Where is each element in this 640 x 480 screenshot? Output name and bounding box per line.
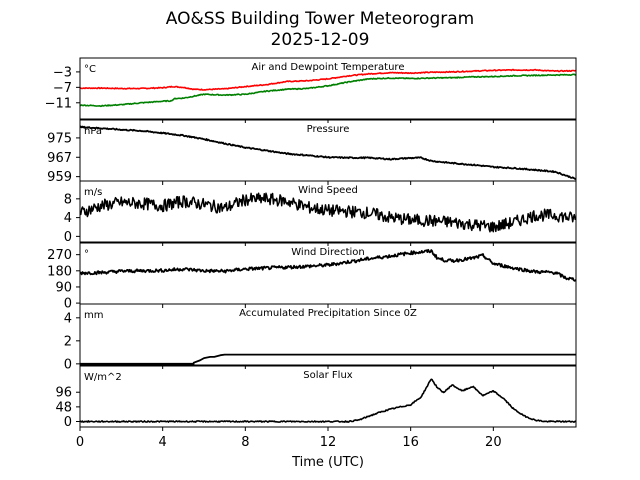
y-tick-label: 90 [55,280,72,295]
y-tick-label: 48 [55,400,72,415]
panels-layer: −3−7−11 °C Air and Dewpoint Temperature 975… [45,57,577,450]
y-tick-label: −11 [45,96,72,111]
y-tick-label: 270 [47,248,72,263]
y-tick-label: 2 [64,334,72,349]
x-tick-label: 0 [76,435,84,450]
x-tick-label: 12 [320,435,337,450]
panel-1: −3−7−11 °C Air and Dewpoint Temperature [45,57,577,123]
x-axis-label: Time (UTC) [291,455,364,470]
panel-title: Wind Direction [291,247,365,258]
panel-title: Air and Dewpoint Temperature [252,62,405,73]
panel-unit-label: hPa [84,126,102,137]
y-tick-label: 8 [64,192,72,207]
x-tick-label: 16 [402,435,419,450]
panel-unit-label: mm [84,310,103,321]
panel-unit-label: W/m^2 [84,372,122,383]
panel-title: Wind Speed [298,185,358,196]
y-tick-label: 96 [55,386,72,401]
panel-unit-label: m/s [84,187,102,198]
series-line-air-temperature [80,68,576,91]
panel-title: Accumulated Precipitation Since 0Z [239,308,417,319]
series-line-wind-direction [80,248,576,282]
series-line-pressure [80,125,576,180]
y-tick-label: −3 [53,65,72,80]
panel-title: Solar Flux [303,370,353,381]
panel-unit-label: ° [84,249,89,260]
x-tick-label: 8 [241,435,249,450]
chart-subtitle: 2025-12-09 [271,30,370,50]
panel-5: 4 2 0 mm Accumulated Precipitation Since 0Z [64,303,577,372]
y-tick-label: 180 [47,264,72,279]
y-tick-label: 4 [64,211,72,226]
series-line-accumulated-precipitation [80,353,576,365]
series-line-dewpoint-temperature [80,73,576,108]
y-tick-label: 0 [64,230,72,245]
x-tick-label: 20 [485,435,502,450]
y-tick-label: −7 [53,81,72,96]
series-line-solar-flux [80,378,576,423]
chart-title: AO&SS Building Tower Meteorogram [166,9,474,29]
series-line-wind-speed [80,192,576,233]
panel-title: Pressure [307,124,350,135]
y-tick-label: 959 [47,170,72,185]
x-tick-label: 4 [159,435,167,450]
y-tick-label: 975 [47,131,72,146]
y-tick-label: 4 [64,311,72,326]
panel-3: 8 4 0 m/s Wind Speed [64,180,577,246]
y-tick-label: 0 [64,357,72,372]
y-tick-label: 967 [47,151,72,166]
y-tick-label: 0 [64,415,72,430]
y-tick-label: 0 [64,297,72,312]
panel-unit-label: °C [84,64,96,75]
